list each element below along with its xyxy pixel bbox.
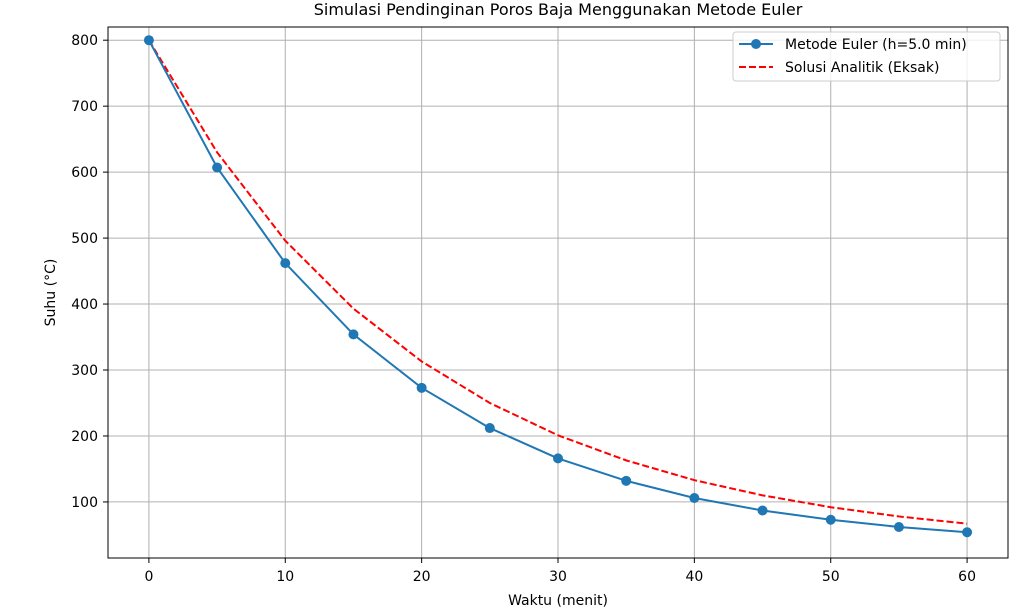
x-tick-label: 40 — [685, 569, 703, 585]
legend-label-euler: Metode Euler (h=5.0 min) — [785, 37, 967, 53]
series-layer — [143, 35, 973, 538]
data-point-euler — [825, 514, 836, 525]
y-tick-label: 300 — [71, 363, 98, 379]
x-tick-label: 10 — [276, 569, 294, 585]
data-point-euler — [689, 492, 700, 503]
data-point-euler — [553, 453, 563, 464]
x-tick-label: 0 — [144, 569, 153, 585]
y-axis-label: Suhu (°C) — [43, 259, 59, 327]
legend-marker-euler — [751, 39, 761, 49]
series-line-analytic — [148, 39, 968, 525]
x-tick-label: 60 — [958, 569, 976, 585]
data-point-euler — [212, 162, 223, 173]
data-point-euler — [621, 475, 632, 486]
y-tick-label: 700 — [71, 99, 98, 115]
legend-label-analytic: Solusi Analitik (Eksak) — [785, 60, 939, 76]
x-tick-label: 20 — [413, 569, 431, 585]
y-tick-label: 100 — [71, 495, 98, 511]
data-point-euler — [416, 382, 427, 393]
data-point-euler — [962, 527, 973, 538]
data-point-euler — [143, 35, 154, 46]
y-tick-label: 800 — [71, 33, 98, 49]
data-point-euler — [757, 505, 768, 516]
x-tick-label: 30 — [549, 569, 567, 585]
chart-title: Simulasi Pendinginan Poros Baja Mengguna… — [314, 0, 803, 19]
x-axis-label: Waktu (menit) — [508, 593, 608, 609]
y-tick-label: 600 — [71, 165, 98, 181]
legend: Metode Euler (h=5.0 min) Solusi Analitik… — [732, 31, 1001, 82]
legend-box — [732, 31, 1001, 82]
grid — [108, 27, 1008, 558]
y-tick-label: 500 — [71, 231, 98, 247]
data-point-euler — [893, 521, 904, 532]
data-point-euler — [280, 258, 291, 269]
y-tick-label: 200 — [71, 429, 98, 445]
axis-ticks: 0 10 20 30 40 50 60 100 200 300 400 500 600 700 800 — [71, 33, 976, 585]
data-point-euler — [484, 423, 495, 434]
y-tick-label: 400 — [71, 297, 98, 313]
x-tick-label: 50 — [822, 569, 840, 585]
data-point-euler — [348, 329, 359, 340]
